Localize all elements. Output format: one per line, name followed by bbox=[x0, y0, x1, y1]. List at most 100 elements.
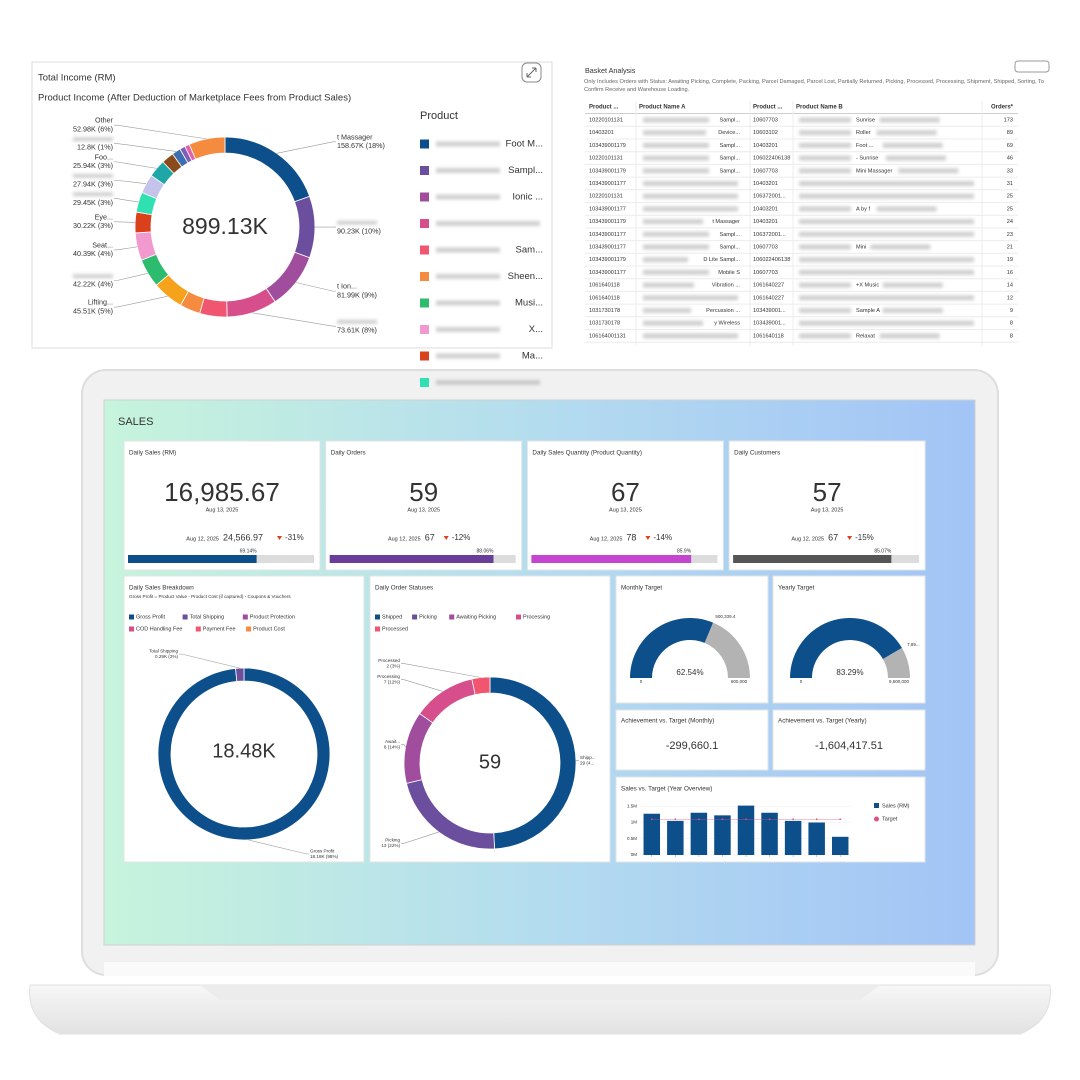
kpi-title: Daily Sales (RM) bbox=[129, 450, 176, 457]
kpi-title: Daily Sales Quantity (Product Quantity) bbox=[532, 450, 642, 457]
table-cell: Mini Massager bbox=[856, 168, 893, 174]
kpi-value: 67 bbox=[611, 477, 640, 507]
gauge-min: 0 bbox=[640, 679, 643, 684]
progress-bar bbox=[531, 555, 692, 563]
table-cell: Sample A bbox=[856, 308, 880, 314]
table-cell: 16 bbox=[1007, 270, 1013, 276]
bar bbox=[714, 815, 731, 855]
bar bbox=[737, 805, 755, 855]
leader-line bbox=[179, 653, 240, 669]
blurred-text bbox=[882, 282, 943, 288]
table-cell: 10220101131 bbox=[589, 117, 623, 123]
column-header: Product Name B bbox=[796, 105, 843, 111]
legend-title: Product bbox=[420, 110, 458, 122]
table-tools[interactable] bbox=[1014, 60, 1050, 73]
blurred-text bbox=[799, 155, 851, 161]
table-cell: 25 bbox=[1007, 206, 1013, 212]
progress-bar bbox=[128, 555, 257, 563]
gauge-marker: 7,89... bbox=[907, 642, 920, 647]
blurred-text bbox=[799, 181, 974, 186]
blurred-text bbox=[799, 282, 851, 288]
table-cell: +X Music bbox=[856, 283, 879, 289]
blurred-text bbox=[337, 220, 377, 225]
card bbox=[772, 709, 926, 771]
legend-swatch bbox=[182, 614, 188, 620]
card-subtitle: Gross Profit = Product Value - Product C… bbox=[129, 594, 291, 599]
legend-swatch bbox=[420, 351, 429, 361]
leader-line bbox=[295, 282, 336, 292]
column-header: Product ... bbox=[589, 105, 619, 111]
target-dot bbox=[674, 818, 677, 821]
kpi-date: Aug 13, 2025 bbox=[206, 507, 239, 513]
kpi-prev-value: 24,566.97 bbox=[223, 532, 263, 542]
table-cell: 103439001179 bbox=[589, 143, 626, 149]
table-cell: 1061640227 bbox=[753, 283, 784, 289]
slice-value-label: 45.51K (5%) bbox=[73, 306, 113, 315]
progress-label: 69.14% bbox=[240, 548, 258, 554]
gauge-max: 600,000 bbox=[731, 679, 748, 684]
blurred-text bbox=[799, 257, 974, 263]
table-cell: Percussion ... bbox=[706, 308, 740, 314]
blurred-text bbox=[799, 320, 974, 326]
kpi-change: -14% bbox=[653, 533, 672, 542]
dashboard-title: SALES bbox=[118, 416, 153, 428]
kpi-change: -31% bbox=[285, 533, 304, 542]
leader-line bbox=[114, 273, 148, 281]
table-cell: 103439001179 bbox=[589, 257, 626, 263]
blurred-text bbox=[879, 333, 940, 339]
blurred-text bbox=[799, 244, 851, 250]
legend-swatch bbox=[129, 614, 134, 620]
table-cell: 1061640118 bbox=[589, 295, 620, 301]
donut-center: 59 bbox=[479, 751, 501, 773]
table-cell: Sampl... bbox=[719, 168, 740, 174]
blurred-text bbox=[799, 231, 974, 237]
leader-line bbox=[401, 679, 443, 692]
y-tick-label: 1M bbox=[631, 820, 638, 825]
gauge-marker: 500,339.4 bbox=[715, 614, 736, 619]
blurred-text bbox=[643, 155, 709, 161]
column-header: Product Name A bbox=[639, 105, 686, 111]
table-cell: 24 bbox=[1007, 219, 1013, 225]
slice-value-label: 2 (3%) bbox=[386, 664, 400, 669]
legend-swatch bbox=[420, 166, 429, 175]
bar bbox=[690, 812, 708, 855]
legend-label: Sales (RM) bbox=[882, 803, 910, 809]
table-cell: Foot ... bbox=[856, 143, 874, 149]
card-title: Achievement vs. Target (Yearly) bbox=[778, 718, 867, 725]
table-cell: 10220101131 bbox=[589, 156, 623, 162]
table-cell: 173 bbox=[1004, 117, 1013, 123]
legend-label: Sheen... bbox=[508, 271, 543, 282]
legend-label: Gross Profit bbox=[136, 614, 166, 620]
kpi-prev-date: Aug 12, 2025 bbox=[388, 536, 421, 542]
table-cell: 9 bbox=[1010, 308, 1013, 314]
kpi-date: Aug 13, 2025 bbox=[811, 507, 844, 513]
down-triangle bbox=[443, 536, 449, 540]
bar bbox=[808, 822, 825, 855]
table-cell: Sampl... bbox=[719, 143, 740, 149]
leader-line bbox=[114, 179, 147, 185]
slice-label: Gross Profit bbox=[310, 848, 335, 853]
table-cell: Device... bbox=[718, 130, 740, 136]
table-cell: Vibration ... bbox=[712, 283, 741, 289]
table-cell: 12 bbox=[1007, 295, 1013, 301]
blurred-text bbox=[799, 308, 851, 313]
down-triangle bbox=[277, 536, 282, 540]
slice-value-label: 42.22K (4%) bbox=[73, 280, 113, 289]
slice-value-label: 27.94K (3%) bbox=[73, 179, 113, 188]
table-cell: 10403201 bbox=[753, 181, 778, 187]
table-cell: Sampl... bbox=[719, 232, 740, 238]
leader-line bbox=[114, 198, 139, 203]
table-cell: 106372001... bbox=[753, 232, 786, 238]
target-dot bbox=[650, 818, 653, 821]
blurred-text bbox=[882, 142, 943, 148]
y-tick-label: 0.5M bbox=[627, 836, 637, 841]
kpi-prev-date: Aug 12, 2025 bbox=[791, 536, 824, 542]
gauge-max: 9,600,000 bbox=[889, 679, 910, 684]
slice-label: Shipp... bbox=[580, 755, 596, 760]
donut-slice bbox=[471, 676, 491, 696]
donut-slice bbox=[235, 667, 245, 682]
slice-label: Total Shipping bbox=[149, 649, 178, 654]
table-cell: Sampl... bbox=[719, 244, 740, 250]
leader-line bbox=[114, 221, 136, 223]
blurred-text bbox=[436, 380, 540, 385]
